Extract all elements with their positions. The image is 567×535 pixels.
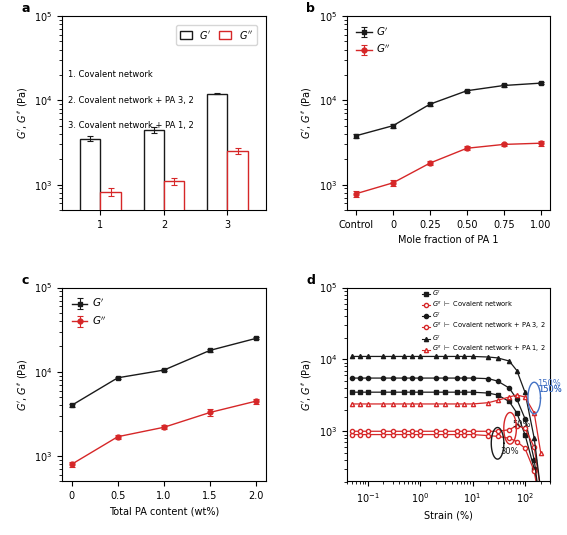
Text: 150%: 150% xyxy=(538,385,561,394)
Text: 150%: 150% xyxy=(537,379,561,388)
Text: 1. Covalent network: 1. Covalent network xyxy=(69,71,153,79)
Legend: $G'$, $G''$ $\vdash$ Covalent network, $G'$, $G''$ $\vdash$ Covalent network + P: $G'$, $G''$ $\vdash$ Covalent network, $… xyxy=(420,287,547,357)
Text: c: c xyxy=(22,274,29,287)
Text: 3. Covalent network + PA 1, 2: 3. Covalent network + PA 1, 2 xyxy=(69,121,194,130)
Y-axis label: $G'$, $G''$ (Pa): $G'$, $G''$ (Pa) xyxy=(16,87,28,140)
Text: d: d xyxy=(306,274,315,287)
Legend: $G'$, $G''$: $G'$, $G''$ xyxy=(67,293,111,331)
Text: 50%: 50% xyxy=(513,420,531,429)
Text: b: b xyxy=(306,2,315,15)
Text: 2. Covalent network + PA 3, 2: 2. Covalent network + PA 3, 2 xyxy=(69,96,194,104)
X-axis label: Strain (%): Strain (%) xyxy=(424,510,473,521)
Bar xyxy=(143,129,164,535)
Legend: $G'$, $G''$: $G'$, $G''$ xyxy=(176,25,257,44)
Bar xyxy=(207,94,227,535)
Bar xyxy=(100,192,121,535)
X-axis label: Mole fraction of PA 1: Mole fraction of PA 1 xyxy=(398,235,498,245)
X-axis label: Total PA content (wt%): Total PA content (wt%) xyxy=(109,507,219,517)
Y-axis label: $G'$, $G''$ (Pa): $G'$, $G''$ (Pa) xyxy=(300,358,313,411)
Legend: $G'$, $G''$: $G'$, $G''$ xyxy=(352,21,395,59)
Bar xyxy=(227,151,248,535)
Text: 150%: 150% xyxy=(538,385,561,394)
Bar xyxy=(164,181,184,535)
Bar xyxy=(80,139,100,535)
Text: 30%: 30% xyxy=(501,447,519,456)
Y-axis label: $G'$, $G''$ (Pa): $G'$, $G''$ (Pa) xyxy=(16,358,28,411)
Y-axis label: $G'$, $G''$ (Pa): $G'$, $G''$ (Pa) xyxy=(300,87,313,140)
Text: a: a xyxy=(22,2,30,15)
